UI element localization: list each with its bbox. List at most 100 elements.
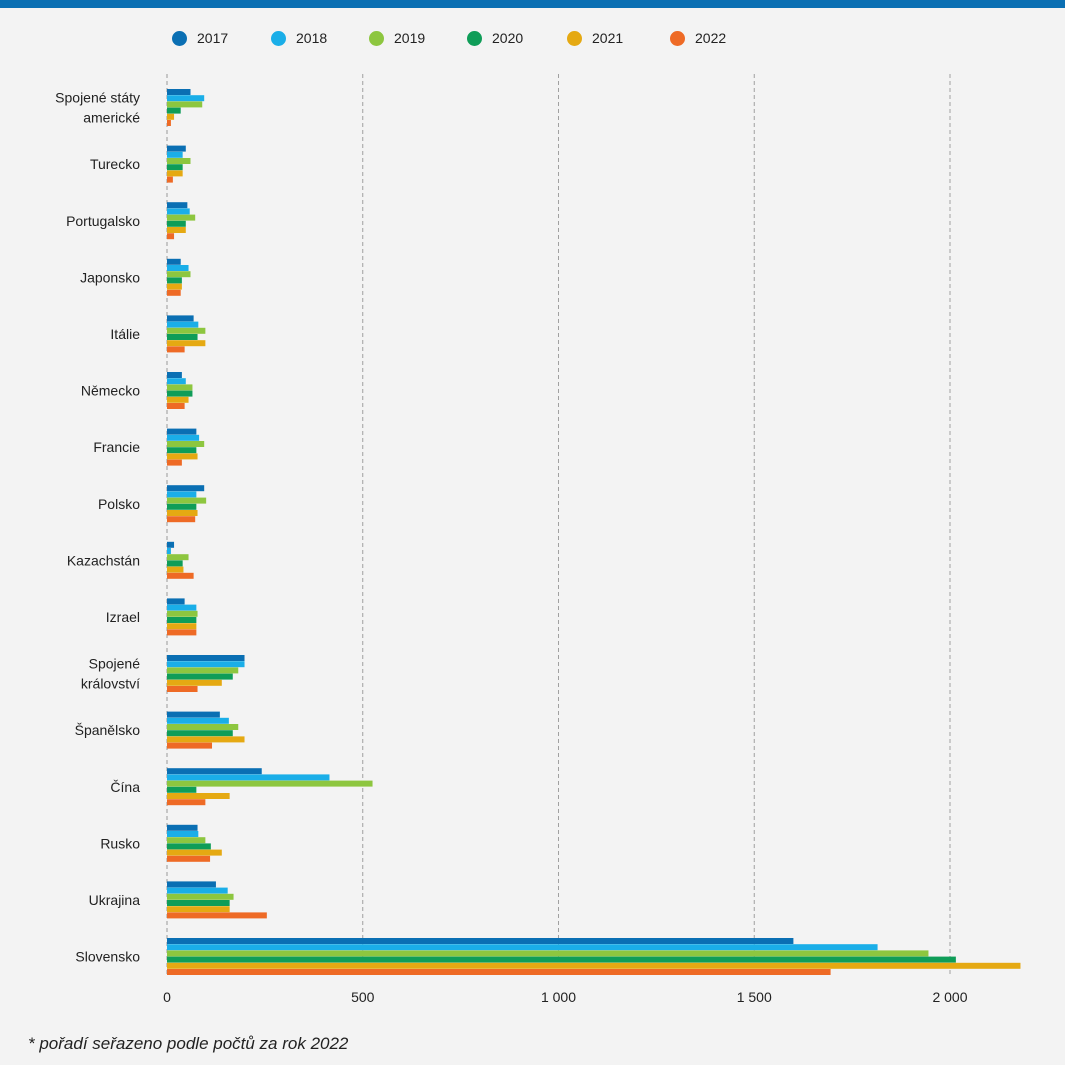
bar-2020 bbox=[167, 900, 230, 906]
category-labels: Spojené státy americké Turecko Portugalsko J… bbox=[55, 90, 140, 965]
bar-2019 bbox=[167, 893, 234, 900]
legend-label-2018: 2018 bbox=[296, 30, 328, 46]
bar-2020 bbox=[167, 503, 197, 510]
bar-2018 bbox=[167, 434, 200, 441]
bar-2017 bbox=[167, 711, 220, 718]
bar-2020 bbox=[167, 560, 183, 567]
bar-2018 bbox=[167, 887, 228, 894]
bar-2019 bbox=[167, 214, 196, 221]
bar-2019 bbox=[167, 837, 206, 844]
bar-2020 bbox=[167, 673, 233, 680]
bar-2020 bbox=[167, 956, 956, 963]
top-accent-bar bbox=[0, 0, 1065, 8]
bar-2018 bbox=[167, 661, 245, 668]
bar-2022 bbox=[167, 969, 831, 975]
bar-2021 bbox=[167, 679, 222, 686]
bar-2020 bbox=[167, 390, 193, 397]
footnote: * pořadí seřazeno podle počtů za rok 202… bbox=[28, 1034, 349, 1053]
bar-2018 bbox=[167, 774, 330, 781]
category-label: Polsko bbox=[98, 496, 140, 512]
bar-2022 bbox=[167, 742, 213, 749]
x-tick-label: 1 000 bbox=[541, 989, 576, 1005]
legend-item-2019: 2019 bbox=[369, 30, 425, 46]
bar-2018 bbox=[167, 831, 199, 837]
bar-2022 bbox=[167, 346, 185, 353]
legend-marker-2022 bbox=[670, 30, 685, 46]
category-label: Rusko bbox=[100, 835, 140, 851]
bar-2017 bbox=[167, 938, 794, 944]
bar-2019 bbox=[167, 724, 239, 730]
bar-2019 bbox=[167, 950, 929, 957]
bar-2021 bbox=[167, 849, 222, 856]
bar-2020 bbox=[167, 447, 197, 454]
bar-2017 bbox=[167, 89, 191, 95]
category-label: Čína bbox=[110, 779, 140, 795]
legend-label-2020: 2020 bbox=[492, 30, 524, 46]
legend-marker-2017 bbox=[172, 30, 187, 46]
legend-item-2018: 2018 bbox=[271, 30, 327, 46]
legend-marker-2019 bbox=[369, 30, 384, 46]
legend-item-2017: 2017 bbox=[172, 30, 228, 46]
bar-2018 bbox=[167, 321, 199, 328]
category-label: Kazachstán bbox=[67, 552, 140, 568]
bar-2018 bbox=[167, 604, 197, 611]
bars bbox=[167, 89, 1021, 975]
legend-marker-2020 bbox=[467, 30, 482, 46]
category-label: Izrael bbox=[106, 609, 140, 625]
bar-2017 bbox=[167, 824, 198, 831]
category-label: Ukrajina bbox=[89, 892, 141, 908]
bar-2019 bbox=[167, 271, 191, 278]
bar-2021 bbox=[167, 906, 230, 913]
bar-2019 bbox=[167, 101, 203, 108]
bar-2022 bbox=[167, 686, 198, 692]
bar-2017 bbox=[167, 655, 245, 661]
x-tick-label: 1 500 bbox=[737, 989, 772, 1005]
bar-2021 bbox=[167, 283, 182, 290]
bar-2022 bbox=[167, 799, 206, 806]
bar-2020 bbox=[167, 277, 182, 284]
bar-2021 bbox=[167, 340, 206, 347]
legend-item-2022: 2022 bbox=[670, 30, 726, 46]
bar-2018 bbox=[167, 265, 189, 271]
bar-2021 bbox=[167, 510, 198, 516]
bar-2020 bbox=[167, 220, 186, 227]
category-label: Španělsko bbox=[75, 722, 141, 738]
category-label: Turecko bbox=[90, 156, 140, 172]
x-tick-label: 0 bbox=[163, 989, 171, 1005]
x-tick-label: 500 bbox=[351, 989, 375, 1005]
category-label: Německo bbox=[81, 383, 140, 399]
bar-2017 bbox=[167, 485, 205, 492]
legend-label-2021: 2021 bbox=[592, 30, 624, 46]
bar-2019 bbox=[167, 554, 189, 561]
bar-2022 bbox=[167, 629, 197, 636]
bar-2017 bbox=[167, 258, 181, 265]
bar-2021 bbox=[167, 227, 186, 233]
bar-2020 bbox=[167, 617, 197, 623]
bar-2022 bbox=[167, 912, 267, 919]
legend-marker-2018 bbox=[271, 30, 286, 46]
bar-2022 bbox=[167, 403, 185, 409]
bar-2018 bbox=[167, 208, 190, 215]
grid-lines bbox=[166, 74, 951, 977]
bar-2018 bbox=[167, 944, 878, 951]
bar-2022 bbox=[167, 459, 182, 466]
bar-2018 bbox=[167, 717, 229, 724]
bar-2021 bbox=[167, 566, 184, 573]
bar-2021 bbox=[167, 736, 245, 743]
bar-2018 bbox=[167, 491, 197, 498]
bar-2017 bbox=[167, 768, 262, 775]
x-axis-ticks: 0 500 1 000 1 500 2 000 bbox=[163, 989, 968, 1005]
bar-2019 bbox=[167, 441, 205, 447]
bar-2017 bbox=[167, 428, 197, 435]
bar-2019 bbox=[167, 667, 239, 674]
legend-item-2020: 2020 bbox=[467, 30, 523, 46]
bar-2021 bbox=[167, 793, 230, 799]
bar-2022 bbox=[167, 233, 175, 240]
bar-2019 bbox=[167, 780, 373, 787]
legend-label-2017: 2017 bbox=[197, 30, 229, 46]
category-label: Portugalsko bbox=[66, 213, 140, 229]
bar-2017 bbox=[167, 881, 216, 888]
bar-2022 bbox=[167, 120, 171, 126]
category-label: království bbox=[81, 676, 140, 692]
